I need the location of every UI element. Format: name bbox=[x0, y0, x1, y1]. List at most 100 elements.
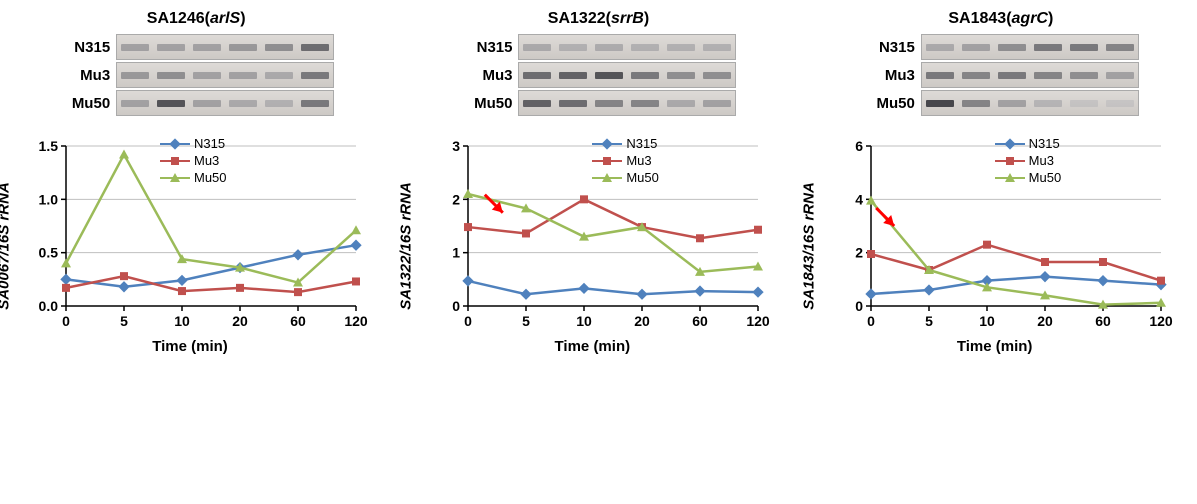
gel-strip bbox=[518, 62, 736, 88]
gel-lane bbox=[519, 63, 555, 87]
gel-lane bbox=[994, 63, 1030, 87]
gel-lane bbox=[117, 63, 153, 87]
gel-band bbox=[595, 44, 623, 51]
x-axis-label: Time (min) bbox=[815, 338, 1175, 355]
marker-diamond bbox=[60, 274, 71, 285]
gel-lane bbox=[117, 91, 153, 115]
gel-band bbox=[121, 72, 149, 79]
ytick-label: 1.5 bbox=[39, 138, 59, 154]
gel-band bbox=[301, 72, 329, 79]
gel-band bbox=[265, 72, 293, 79]
y-axis-label: SA1843/16S rRNA bbox=[800, 182, 817, 310]
legend-marker-diamond-icon bbox=[602, 138, 613, 149]
gel-lane bbox=[1102, 63, 1138, 87]
gel-band bbox=[998, 100, 1026, 107]
gel-lane bbox=[225, 63, 261, 87]
gel-lane bbox=[225, 35, 261, 59]
marker-square bbox=[522, 229, 530, 237]
marker-square bbox=[464, 223, 472, 231]
gel-lane bbox=[117, 35, 153, 59]
gel-lane bbox=[153, 35, 189, 59]
gel-band bbox=[559, 100, 587, 107]
x-axis-label: Time (min) bbox=[412, 338, 772, 355]
gel-strip bbox=[116, 62, 334, 88]
gel-band bbox=[631, 100, 659, 107]
legend-item: Mu50 bbox=[592, 170, 659, 185]
xtick-label: 10 bbox=[577, 313, 593, 329]
legend-marker-diamond-icon bbox=[169, 138, 180, 149]
marker-triangle bbox=[351, 225, 361, 234]
gel-band bbox=[157, 72, 185, 79]
ytick-label: 3 bbox=[453, 138, 461, 154]
legend: N315Mu3Mu50 bbox=[160, 136, 227, 185]
legend-label: N315 bbox=[1029, 136, 1060, 151]
ytick-label: 0.0 bbox=[39, 298, 59, 314]
chart-panel-agrC: SA1843/16S rRNAN315Mu3Mu5002460510206012… bbox=[815, 136, 1175, 355]
blot-panel-agrC: SA1843(agrC)N315Mu3Mu50 bbox=[815, 10, 1187, 116]
gel-band bbox=[667, 44, 695, 51]
gel-band bbox=[1070, 100, 1098, 107]
gel-band bbox=[631, 44, 659, 51]
legend-item: Mu3 bbox=[160, 153, 227, 168]
gel-band bbox=[703, 44, 731, 51]
gel-lane bbox=[958, 63, 994, 87]
ytick-label: 0 bbox=[855, 298, 863, 314]
legend-label: Mu3 bbox=[194, 153, 219, 168]
gel-lane bbox=[994, 35, 1030, 59]
marker-diamond bbox=[637, 289, 648, 300]
marker-diamond bbox=[695, 285, 706, 296]
gene-name: arlS bbox=[210, 10, 240, 27]
gel-band bbox=[1106, 44, 1134, 51]
ytick-label: 0 bbox=[453, 298, 461, 314]
gel-lane bbox=[922, 63, 958, 87]
xtick-label: 120 bbox=[344, 313, 368, 329]
xtick-label: 120 bbox=[747, 313, 771, 329]
series-line-n315 bbox=[468, 281, 758, 294]
marker-diamond bbox=[1039, 271, 1050, 282]
blot-panel-srrB: SA1322(srrB)N315Mu3Mu50 bbox=[412, 10, 784, 116]
marker-diamond bbox=[350, 240, 361, 251]
gel-lane bbox=[591, 35, 627, 59]
gel-lane bbox=[1066, 91, 1102, 115]
strain-label: Mu3 bbox=[58, 67, 110, 84]
legend-marker-triangle-icon bbox=[602, 173, 612, 182]
blot-panel-arlS: SA1246(arlS)N315Mu3Mu50 bbox=[10, 10, 382, 116]
series-line-n315 bbox=[66, 245, 356, 287]
gel-lane bbox=[1102, 35, 1138, 59]
strain-label: Mu3 bbox=[460, 67, 512, 84]
legend-item: N315 bbox=[160, 136, 227, 151]
xtick-label: 20 bbox=[1037, 313, 1053, 329]
marker-triangle bbox=[61, 258, 71, 267]
marker-diamond bbox=[463, 275, 474, 286]
gel-strip bbox=[518, 90, 736, 116]
gel-band bbox=[193, 44, 221, 51]
gel-band bbox=[962, 100, 990, 107]
legend-label: Mu3 bbox=[1029, 153, 1054, 168]
gel-lane bbox=[555, 63, 591, 87]
marker-square bbox=[696, 234, 704, 242]
locus-id: SA1843 bbox=[948, 10, 1006, 27]
gel-band bbox=[157, 44, 185, 51]
gel-band bbox=[926, 44, 954, 51]
series-line-mu3 bbox=[871, 245, 1161, 281]
gel-strip bbox=[518, 34, 736, 60]
gel-lane bbox=[519, 91, 555, 115]
gel-band bbox=[1034, 44, 1062, 51]
gel-band bbox=[1070, 44, 1098, 51]
gel-band bbox=[157, 100, 185, 107]
xtick-label: 5 bbox=[925, 313, 933, 329]
gel-band bbox=[193, 72, 221, 79]
gel-lane bbox=[1030, 91, 1066, 115]
legend-item: Mu3 bbox=[592, 153, 659, 168]
gel-band bbox=[121, 100, 149, 107]
legend-label: Mu50 bbox=[1029, 170, 1062, 185]
xtick-label: 5 bbox=[522, 313, 530, 329]
gel-lane bbox=[663, 91, 699, 115]
gel-band bbox=[1070, 72, 1098, 79]
blot-row: Mu3 bbox=[460, 62, 736, 88]
marker-square bbox=[120, 272, 128, 280]
gel-band bbox=[595, 100, 623, 107]
blot-row: N315 bbox=[863, 34, 1139, 60]
marker-diamond bbox=[923, 284, 934, 295]
legend-label: N315 bbox=[194, 136, 225, 151]
